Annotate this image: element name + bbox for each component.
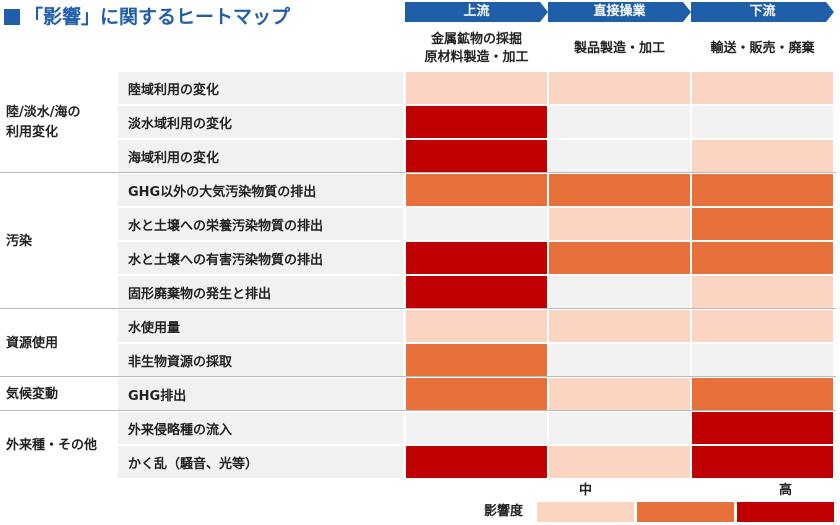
column-label: 輸送・販売・廃棄 [710,41,815,56]
group-label: 外来種・その他 [6,438,98,453]
heat-cell [406,72,547,104]
group-label: 陸/淡水/海の [6,105,81,120]
title: 「影響」に関するヒートマップ [24,6,291,28]
legend-label: 高 [778,483,792,498]
heat-cell [549,106,690,138]
heat-cell [549,174,690,206]
row-label: 淡水域利用の変化 [118,106,403,138]
column-label: 原材料製造・加工 [424,50,529,65]
stage-banner: 上流 [405,2,548,22]
legend-title: 影響度 [484,504,524,519]
row-label: 固形廃棄物の発生と排出 [118,276,403,308]
heat-cell [692,72,833,104]
row-label: 陸域利用の変化 [118,72,403,104]
heat-cell [549,242,690,274]
heat-cell [406,446,547,478]
heat-cell [549,412,690,444]
heat-cell [692,276,833,308]
heat-cell [406,412,547,444]
group-divider [0,172,836,173]
heat-cell [549,344,690,376]
row-label: 水使用量 [118,310,403,342]
stage-banner: 下流 [691,2,834,22]
legend-swatch [637,502,734,522]
row-label: 水と土壌への有害汚染物質の排出 [118,242,403,274]
group-divider [0,410,836,411]
group-divider [0,308,836,309]
heat-cell [692,140,833,172]
heat-cell [692,412,833,444]
heat-cell [406,140,547,172]
heat-cell [549,310,690,342]
stage-banner: 直接操業 [548,2,691,22]
heat-cell [406,242,547,274]
column-label: 製品製造・加工 [573,41,665,56]
row-label: かく乱（騒音、光等） [118,446,403,478]
heat-cell [406,106,547,138]
heat-cell [406,276,547,308]
row-label: 水と土壌への栄養汚染物質の排出 [118,208,403,240]
heat-cell [692,174,833,206]
column-label: 金属鉱物の採掘 [430,32,522,47]
heat-cell [406,174,547,206]
heat-cell [549,378,690,410]
group-label: 利用変化 [6,125,59,140]
heat-cell [549,72,690,104]
row-label: GHG以外の大気汚染物質の排出 [118,174,403,206]
heat-cell [692,106,833,138]
heat-cell [406,310,547,342]
heat-cell [692,378,833,410]
legend-label: 中 [578,483,592,498]
row-label: 非生物資源の採取 [118,344,403,376]
group-label: 汚染 [6,234,33,249]
row-label: 海域利用の変化 [118,140,403,172]
legend-swatch [737,502,834,522]
row-label: GHG排出 [118,378,403,410]
row-label: 外来侵略種の流入 [118,412,403,444]
group-divider [0,376,836,377]
legend-swatch [537,502,634,522]
heat-cell [549,140,690,172]
group-label: 気候変動 [6,387,59,402]
group-label: 資源使用 [6,336,59,351]
heat-cell [549,208,690,240]
heat-cell [692,208,833,240]
heat-cell [406,208,547,240]
heat-cell [692,446,833,478]
heat-cell [406,344,547,376]
heat-cell [692,242,833,274]
heat-cell [406,378,547,410]
heat-cell [549,276,690,308]
heat-cell [549,446,690,478]
title-marker [4,9,20,25]
heat-cell [692,310,833,342]
heat-cell [692,344,833,376]
